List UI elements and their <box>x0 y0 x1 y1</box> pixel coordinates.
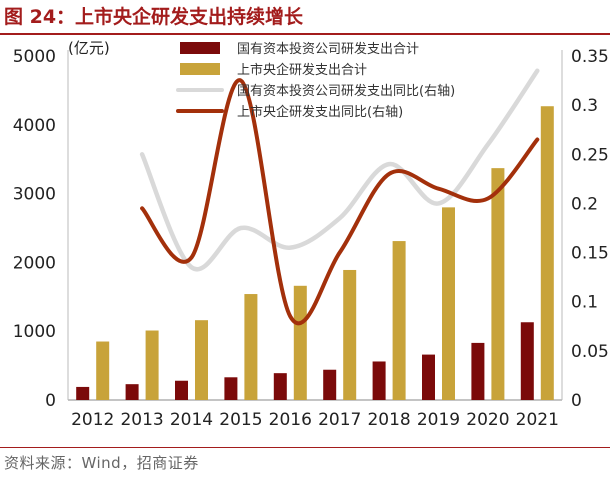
x-tick-label: 2019 <box>417 410 460 430</box>
x-tick-label: 2014 <box>170 410 213 430</box>
y-axis-unit-label: (亿元) <box>68 39 110 57</box>
bar-listed-central <box>244 294 258 400</box>
bar-soe-investment <box>273 373 287 400</box>
legend-label: 上市央企研发支出同比(右轴) <box>237 104 403 120</box>
x-tick-label: 2017 <box>318 410 361 430</box>
y-right-tick-label: 0.35 <box>571 47 609 67</box>
bar-listed-central <box>392 241 406 400</box>
bar-layer <box>76 106 554 400</box>
bar-soe-investment <box>471 342 485 400</box>
bar-soe-investment <box>520 322 534 400</box>
x-tick-label: 2013 <box>120 410 163 430</box>
bar-listed-central <box>343 269 357 400</box>
source-note: 资料来源：Wind，招商证券 <box>4 454 199 472</box>
title-divider <box>0 33 610 35</box>
bar-soe-investment <box>422 354 435 400</box>
y-left-tick-label: 5000 <box>13 47 56 67</box>
bar-soe-investment <box>372 361 386 400</box>
x-tick-label: 2020 <box>466 410 509 430</box>
line-soe-investment-yoy <box>139 68 540 272</box>
bar-listed-central <box>145 330 159 400</box>
line-layer <box>139 68 540 326</box>
y-right-tick-label: 0.1 <box>571 293 598 313</box>
y-right-tick-label: 0.25 <box>571 145 609 165</box>
chart-legend: 国有资本投资公司研发支出合计上市央企研发支出合计国有资本投资公司研发支出同比(右… <box>176 41 455 120</box>
y-right-tick-label: 0.05 <box>571 342 609 362</box>
y-right-tick-label: 0 <box>571 391 582 411</box>
legend-swatch <box>180 63 220 75</box>
bar-listed-central <box>195 320 208 400</box>
y-right-tick-label: 0.3 <box>571 96 598 116</box>
x-tick-label: 2021 <box>516 410 559 430</box>
bar-soe-investment <box>76 386 90 400</box>
bar-soe-investment <box>224 377 238 400</box>
x-tick-label: 2012 <box>71 410 114 430</box>
source-divider <box>0 447 610 448</box>
bar-listed-central <box>540 106 554 400</box>
legend-label: 国有资本投资公司研发支出合计 <box>237 41 419 57</box>
chart-axes: 0 1000 2000 3000 4000 5000 0 0.05 0.1 0.15 0.2 0.25… <box>13 47 609 430</box>
chart: 0 1000 2000 3000 4000 5000 0 0.05 0.1 0.15 0.2 0.25… <box>13 39 609 430</box>
x-tick-label: 2016 <box>269 410 312 430</box>
legend-label: 国有资本投资公司研发支出同比(右轴) <box>237 83 455 99</box>
line-listed-central-yoy <box>140 78 540 326</box>
y-left-tick-label: 0 <box>45 391 56 411</box>
bar-listed-central <box>491 168 505 400</box>
figure-title: 图 24：上市央企研发支出持续增长 <box>4 6 304 28</box>
y-right-tick-label: 0.2 <box>571 194 598 214</box>
y-right-tick-label: 0.15 <box>571 244 609 264</box>
y-left-tick-label: 2000 <box>13 253 56 273</box>
bar-listed-central <box>96 341 110 400</box>
bar-soe-investment <box>125 384 139 400</box>
y-left-tick-label: 1000 <box>13 322 56 342</box>
bar-soe-investment <box>175 380 188 400</box>
legend-label: 上市央企研发支出合计 <box>237 62 367 78</box>
bar-listed-central <box>442 207 455 400</box>
bar-listed-central <box>293 285 307 400</box>
y-left-tick-label: 3000 <box>13 185 56 205</box>
bar-soe-investment <box>323 369 337 400</box>
legend-swatch <box>180 42 220 54</box>
x-tick-label: 2018 <box>367 410 410 430</box>
x-tick-label: 2015 <box>219 410 262 430</box>
y-left-tick-label: 4000 <box>13 116 56 136</box>
